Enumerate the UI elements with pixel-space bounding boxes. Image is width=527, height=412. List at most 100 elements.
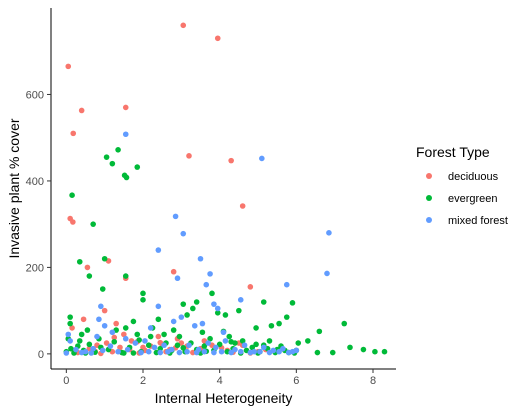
data-point-evergreen [122,325,129,331]
data-point-evergreen [69,192,75,199]
data-point-deciduous [69,325,75,331]
data-point-mixed-forest [132,340,139,346]
data-point-evergreen [99,286,106,292]
data-point-mixed-forest [237,348,244,355]
data-point-evergreen [68,345,74,352]
plot-area [63,22,388,357]
data-point-deciduous [228,157,234,164]
data-point-mixed-forest [88,350,95,356]
data-point-evergreen [147,333,154,340]
data-point-deciduous [65,63,72,70]
data-point-deciduous [170,268,177,275]
data-point-evergreen [199,329,206,336]
data-point-mixed-forest [199,320,206,327]
data-point-mixed-forest [107,343,114,349]
data-point-evergreen [76,258,83,265]
data-point-mixed-forest [147,325,154,331]
data-point-evergreen [329,349,336,356]
data-point-mixed-forest [63,350,70,356]
data-point-deciduous [121,331,127,338]
data-point-evergreen [381,348,388,355]
data-point-evergreen [347,344,353,351]
data-point-evergreen [249,344,256,351]
data-point-evergreen [67,320,73,327]
data-point-evergreen [140,290,146,297]
data-point-evergreen [157,345,164,352]
data-point-mixed-forest [214,305,221,312]
data-point-mixed-forest [90,345,96,352]
data-point-mixed-forest [78,349,85,356]
data-point-evergreen [122,273,129,279]
data-point-mixed-forest [207,271,213,277]
data-point-evergreen [130,318,137,325]
data-point-mixed-forest [257,348,263,355]
data-point-evergreen [253,325,259,331]
x-tick-label: 0 [63,375,69,387]
legend-key-mixed-forest [426,217,432,223]
data-point-evergreen [268,322,275,329]
data-point-mixed-forest [138,349,144,356]
data-point-mixed-forest [266,349,273,356]
data-point-evergreen [134,331,141,338]
data-point-deciduous [180,22,187,29]
data-point-mixed-forest [176,349,183,356]
data-point-evergreen [184,312,190,318]
data-point-evergreen [111,338,118,345]
legend-label-deciduous: deciduous [448,171,499,183]
data-point-mixed-forest [197,255,204,262]
data-point-deciduous [247,284,254,290]
data-point-mixed-forest [193,349,200,356]
data-point-evergreen [283,314,290,320]
data-point-mixed-forest [228,349,234,356]
data-point-deciduous [190,349,196,356]
data-point-evergreen [190,305,196,312]
data-point-evergreen [260,299,267,305]
data-point-evergreen [103,154,110,160]
data-point-evergreen [305,338,311,344]
data-point-mixed-forest [211,301,217,307]
data-point-deciduous [155,333,162,340]
data-point-deciduous [214,35,221,42]
data-point-evergreen [266,338,273,344]
data-point-mixed-forest [222,338,229,344]
data-point-evergreen [201,343,208,349]
y-tick-label: 400 [26,176,44,188]
data-point-mixed-forest [213,344,219,351]
data-point-mixed-forest [220,329,227,336]
data-point-mixed-forest [172,213,179,220]
data-point-mixed-forest [122,131,129,138]
data-point-mixed-forest [170,318,177,325]
data-point-mixed-forest [203,281,210,288]
legend-items: deciduous evergreen mixed forest [426,171,508,227]
y-tick-label: 0 [38,349,44,361]
data-point-deciduous [80,316,87,323]
data-point-mixed-forest [94,333,100,340]
data-point-evergreen [67,314,73,320]
data-point-evergreen [115,147,121,153]
data-point-evergreen [193,299,200,305]
legend-title: Forest Type [416,144,490,160]
legend-key-deciduous [426,173,432,179]
data-point-deciduous [70,219,76,225]
data-point-deciduous [78,107,85,114]
data-point-mixed-forest [99,347,106,354]
data-point-evergreen [289,300,296,306]
y-axis-ticks: 0 200 400 600 [26,89,51,361]
data-point-mixed-forest [115,348,121,355]
data-point-evergreen [174,342,181,349]
x-tick-label: 2 [140,375,146,387]
data-point-deciduous [186,153,192,159]
data-point-evergreen [140,297,146,303]
data-point-mixed-forest [65,331,72,338]
data-point-evergreen [239,338,246,344]
data-point-evergreen [236,307,242,314]
data-point-evergreen [341,320,348,327]
data-point-mixed-forest [218,348,225,355]
data-point-mixed-forest [174,275,181,282]
legend-key-evergreen [426,195,432,201]
data-point-evergreen [176,333,183,340]
data-point-evergreen [228,338,234,345]
data-point-mixed-forest [184,348,190,355]
data-point-evergreen [155,316,162,323]
data-point-mixed-forest [178,314,185,320]
